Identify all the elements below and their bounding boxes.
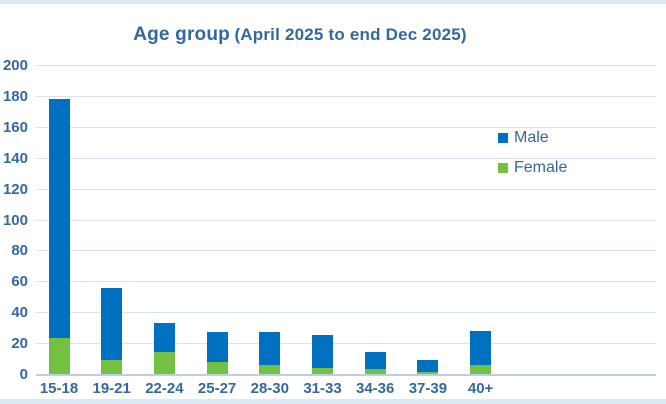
x-tick-label-34-36: 34-36 <box>356 380 395 397</box>
bar-segment-female-15-18 <box>48 338 70 374</box>
bar-31-33 <box>312 335 333 374</box>
x-tick-label-28-30: 28-30 <box>250 380 289 397</box>
gridline <box>36 343 656 345</box>
bar-40+ <box>470 330 492 374</box>
female-swatch-icon <box>498 163 508 173</box>
legend-item-female: Female <box>498 158 567 178</box>
x-tick-label-19-21: 19-21 <box>92 380 131 397</box>
bar-segment-male-22-24 <box>153 323 175 353</box>
gridline <box>36 219 656 221</box>
bar-34-36 <box>364 352 386 374</box>
gridline <box>36 157 656 159</box>
x-tick-label-40+: 40+ <box>467 380 494 397</box>
gridline <box>36 65 656 66</box>
bar-segment-male-40+ <box>470 330 492 365</box>
bar-25-27 <box>206 332 228 374</box>
y-tick-label: 20 <box>11 335 28 353</box>
y-tick-label: 0 <box>19 366 28 383</box>
chart-title-main: Age group <box>133 24 230 45</box>
y-tick-label: 40 <box>11 304 28 322</box>
bar-segment-female-31-33 <box>312 367 333 374</box>
gridline <box>36 312 656 314</box>
chart-title-sub: (April 2025 to end Dec 2025) <box>234 25 467 44</box>
bar-19-21 <box>101 287 123 374</box>
bar-37-39 <box>417 360 439 374</box>
baseline-gridline <box>36 374 656 376</box>
bar-segment-female-25-27 <box>206 361 228 374</box>
legend-label-male: Male <box>514 129 549 146</box>
gridline <box>36 126 656 128</box>
bar-22-24 <box>153 323 175 374</box>
top-edge-strip <box>0 0 666 4</box>
gridline <box>36 250 656 252</box>
bar-15-18 <box>48 99 70 374</box>
y-axis-labels: 0 20 40 60 80 100 120 140 160 180 200 <box>0 58 28 382</box>
x-tick-label-31-33: 31-33 <box>303 380 342 397</box>
x-tick-label-22-24: 22-24 <box>145 380 184 397</box>
gridline <box>36 188 656 190</box>
bar-segment-male-15-18 <box>48 99 70 339</box>
bar-segment-male-31-33 <box>312 335 333 368</box>
x-axis-labels: 15-18 19-21 22-24 25-27 28-30 31-33 34-36 37-39… <box>36 380 656 400</box>
chart-title: Age group (April 2025 to end Dec 2025) <box>0 24 600 46</box>
x-tick-label-15-18: 15-18 <box>39 380 79 397</box>
legend: Male Female <box>498 128 567 188</box>
bar-segment-female-37-39 <box>417 372 439 374</box>
y-tick-label: 100 <box>2 211 28 229</box>
x-tick-label-37-39: 37-39 <box>408 380 448 397</box>
y-tick-label: 60 <box>11 273 28 291</box>
legend-item-male: Male <box>498 128 567 148</box>
x-tick-label-25-27: 25-27 <box>197 380 237 397</box>
bar-segment-male-28-30 <box>259 332 281 365</box>
y-tick-label: 140 <box>2 149 28 167</box>
plot-area <box>36 65 656 376</box>
y-tick-label: 120 <box>2 180 28 198</box>
y-tick-label: 80 <box>11 242 28 260</box>
bar-segment-female-40+ <box>470 364 492 374</box>
male-swatch-icon <box>498 133 508 143</box>
gridline <box>36 95 656 97</box>
bar-segment-female-19-21 <box>101 360 123 374</box>
bar-segment-female-28-30 <box>259 364 281 374</box>
bar-28-30 <box>259 332 281 374</box>
gridline <box>36 281 656 283</box>
bar-segment-male-34-36 <box>364 352 386 370</box>
bar-segment-male-37-39 <box>417 360 439 373</box>
y-tick-label: 160 <box>2 118 28 136</box>
bar-segment-male-25-27 <box>206 332 228 362</box>
bar-segment-female-22-24 <box>153 352 175 374</box>
bar-segment-female-34-36 <box>364 369 386 374</box>
y-tick-label: 200 <box>2 57 28 74</box>
bottom-edge-strip <box>0 399 666 404</box>
legend-label-female: Female <box>514 159 568 176</box>
bar-segment-male-19-21 <box>101 287 123 361</box>
y-tick-label: 180 <box>2 87 28 105</box>
